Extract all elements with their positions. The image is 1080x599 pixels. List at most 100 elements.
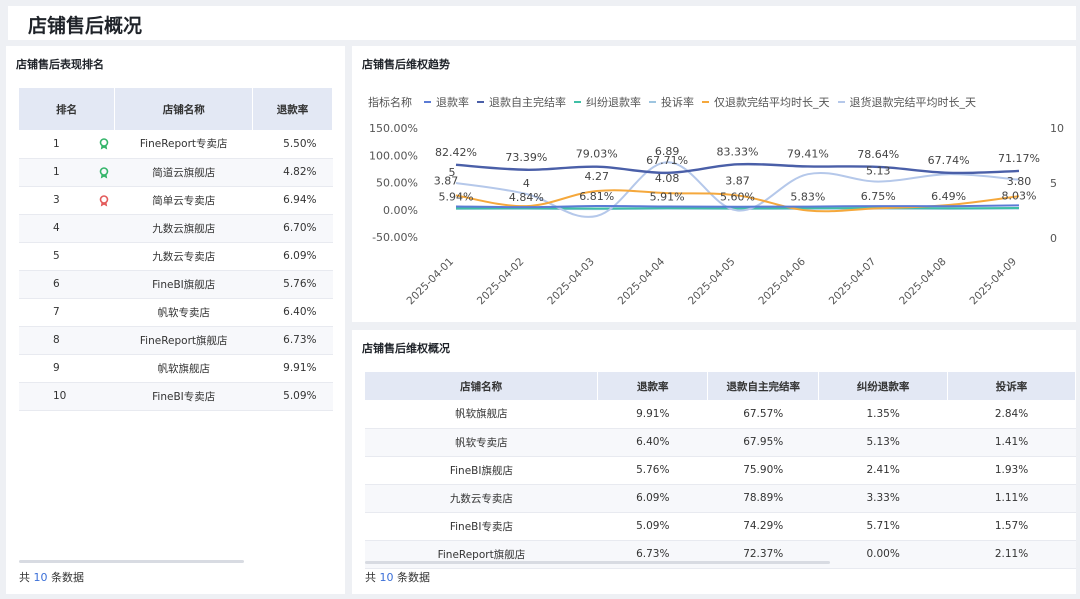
footer-prefix: 共 xyxy=(19,571,30,584)
y-right-tick-label: 0 xyxy=(1050,232,1057,245)
overview-table: 店铺名称 退款率 退款自主完结率 纠纷退款率 投诉率 帆软旗舰店 9.91% 67.… xyxy=(365,372,1076,569)
column-header-complaint-rate[interactable]: 投诉率 xyxy=(947,372,1076,400)
legend-item-complaint[interactable]: 投诉率 xyxy=(649,94,694,110)
legend-item-dispute[interactable]: 纠纷退款率 xyxy=(574,94,641,110)
legend-item-self-complete[interactable]: 退款自主完结率 xyxy=(477,94,566,110)
store-name-cell: FineReport旗舰店 xyxy=(114,326,253,355)
x-tick-label: 2025-04-03 xyxy=(545,256,597,308)
y-right-tick-label: 10 xyxy=(1050,122,1064,135)
x-tick-label: 2025-04-02 xyxy=(475,256,527,308)
refund-rate-cell: 9.91% xyxy=(252,354,333,383)
rank-cell: 1 xyxy=(19,130,115,159)
table-row[interactable]: 1 FineReport专卖店 5.50% xyxy=(19,130,333,159)
column-header-store-name[interactable]: 店铺名称 xyxy=(365,372,599,400)
complaint-rate-cell: 1.11% xyxy=(947,484,1076,513)
rank-cell: 5 xyxy=(19,242,115,271)
legend-swatch xyxy=(574,101,581,103)
rank-cell: 7 xyxy=(19,298,115,327)
table-row[interactable]: 4 九数云旗舰店 6.70% xyxy=(19,214,333,243)
data-label: 6.81% xyxy=(579,190,614,203)
legend-swatch xyxy=(702,101,709,103)
store-name-cell: FineBI旗舰店 xyxy=(114,270,253,299)
data-label: 5.60% xyxy=(720,191,755,204)
column-header-refund-rate[interactable]: 退款率 xyxy=(597,372,709,400)
table-row[interactable]: 3 简单云专卖店 6.94% xyxy=(19,186,333,215)
store-name-cell: 帆软旗舰店 xyxy=(365,400,598,429)
store-name-cell: 九数云专卖店 xyxy=(114,242,253,271)
legend-label: 退货退款完结平均时长_天 xyxy=(849,96,977,109)
page-header: 店铺售后概况 xyxy=(8,6,1076,40)
data-label: 3.87 xyxy=(434,174,459,187)
x-tick-label: 2025-04-07 xyxy=(827,256,879,308)
y-right-tick-label: 5 xyxy=(1050,177,1057,190)
rank-value: 8 xyxy=(53,334,60,346)
refund-rate-cell: 5.76% xyxy=(252,270,333,299)
self-complete-rate-cell: 67.95% xyxy=(707,428,819,457)
refund-rate-cell: 5.76% xyxy=(597,456,708,485)
rank-cell: 3 xyxy=(19,186,115,215)
table-row[interactable]: 7 帆软专卖店 6.40% xyxy=(19,298,333,327)
legend-title: 指标名称 xyxy=(368,96,412,109)
rank-value: 10 xyxy=(53,390,67,402)
horizontal-scrollbar[interactable] xyxy=(365,561,830,564)
x-tick-label: 2025-04-04 xyxy=(616,255,668,307)
rank-cell: 1 xyxy=(19,158,115,187)
table-row[interactable]: 10 FineBI专卖店 5.09% xyxy=(19,382,333,411)
ranking-table: 排名 店铺名称 退款率 1 FineReport专卖店 5.50% 1 简道云旗舰店 4.… xyxy=(19,88,333,411)
footer-prefix: 共 xyxy=(365,571,376,584)
table-row[interactable]: FineBI专卖店 5.09% 74.29% 5.71% 1.57% xyxy=(365,512,1076,541)
table-row[interactable]: 5 九数云专卖店 6.09% xyxy=(19,242,333,271)
store-name-cell: 简单云专卖店 xyxy=(114,186,253,215)
y-left-tick-label: 50.00% xyxy=(376,177,418,190)
data-label: 3.80 xyxy=(1007,175,1032,188)
legend-item-refund-only-days[interactable]: 仅退款完结平均时长_天 xyxy=(702,94,830,110)
dispute-rate-cell: 1.35% xyxy=(818,400,948,429)
rank-value: 1 xyxy=(53,166,60,178)
table-row[interactable]: 九数云专卖店 6.09% 78.89% 3.33% 1.11% xyxy=(365,484,1076,513)
dispute-rate-cell: 2.41% xyxy=(818,456,948,485)
dispute-rate-cell: 5.71% xyxy=(818,512,948,541)
table-row[interactable]: FineBI旗舰店 5.76% 75.90% 2.41% 1.93% xyxy=(365,456,1076,485)
legend-item-refund-rate[interactable]: 退款率 xyxy=(424,94,469,110)
store-name-cell: 九数云旗舰店 xyxy=(114,214,253,243)
data-label: 79.41% xyxy=(787,147,829,160)
data-label: 4.27 xyxy=(585,170,610,183)
data-label: 4.08 xyxy=(655,172,680,185)
rank-value: 3 xyxy=(53,194,60,206)
data-label: 5.94% xyxy=(439,191,474,204)
series-line-self-complete xyxy=(455,162,1020,175)
table-row[interactable]: 6 FineBI旗舰店 5.76% xyxy=(19,270,333,299)
table-row[interactable]: 8 FineReport旗舰店 6.73% xyxy=(19,326,333,355)
store-name-cell: 帆软专卖店 xyxy=(114,298,253,327)
y-left-tick-label: 0.00% xyxy=(383,204,418,217)
table-row[interactable]: 帆软专卖店 6.40% 67.95% 5.13% 1.41% xyxy=(365,428,1076,457)
legend-label: 纠纷退款率 xyxy=(586,96,641,109)
refund-rate-cell: 5.09% xyxy=(252,382,333,411)
self-complete-rate-cell: 74.29% xyxy=(707,512,819,541)
data-label: 83.33% xyxy=(717,145,759,158)
legend-item-return-refund-days[interactable]: 退货退款完结平均时长_天 xyxy=(837,94,977,110)
table-row[interactable]: 帆软旗舰店 9.91% 67.57% 1.35% 2.84% xyxy=(365,400,1076,429)
ranking-panel: 店铺售后表现排名 排名 店铺名称 退款率 1 FineReport专卖店 5.50%… xyxy=(6,46,345,594)
footer-suffix: 条数据 xyxy=(51,571,84,584)
medal-icon xyxy=(99,166,109,178)
data-label: 6.89 xyxy=(655,145,680,158)
table-row[interactable]: 9 帆软旗舰店 9.91% xyxy=(19,354,333,383)
column-header-self-complete-rate[interactable]: 退款自主完结率 xyxy=(707,372,820,400)
rank-cell: 4 xyxy=(19,214,115,243)
store-name-cell: FineBI专卖店 xyxy=(365,512,598,541)
column-header-store-name[interactable]: 店铺名称 xyxy=(114,88,254,130)
horizontal-scrollbar[interactable] xyxy=(19,560,244,563)
data-label: 5.83% xyxy=(790,191,825,204)
data-label: 67.74% xyxy=(928,154,970,167)
x-tick-label: 2025-04-01 xyxy=(404,256,456,308)
x-tick-label: 2025-04-08 xyxy=(897,256,949,308)
column-header-rank[interactable]: 排名 xyxy=(19,88,116,130)
y-left-tick-label: 150.00% xyxy=(369,122,418,135)
column-header-dispute-rate[interactable]: 纠纷退款率 xyxy=(818,372,949,400)
dispute-rate-cell: 3.33% xyxy=(818,484,948,513)
store-name-cell: FineBI专卖店 xyxy=(114,382,253,411)
column-header-refund-rate[interactable]: 退款率 xyxy=(252,88,333,130)
table-row[interactable]: 1 简道云旗舰店 4.82% xyxy=(19,158,333,187)
footer-count: 10 xyxy=(379,571,394,584)
